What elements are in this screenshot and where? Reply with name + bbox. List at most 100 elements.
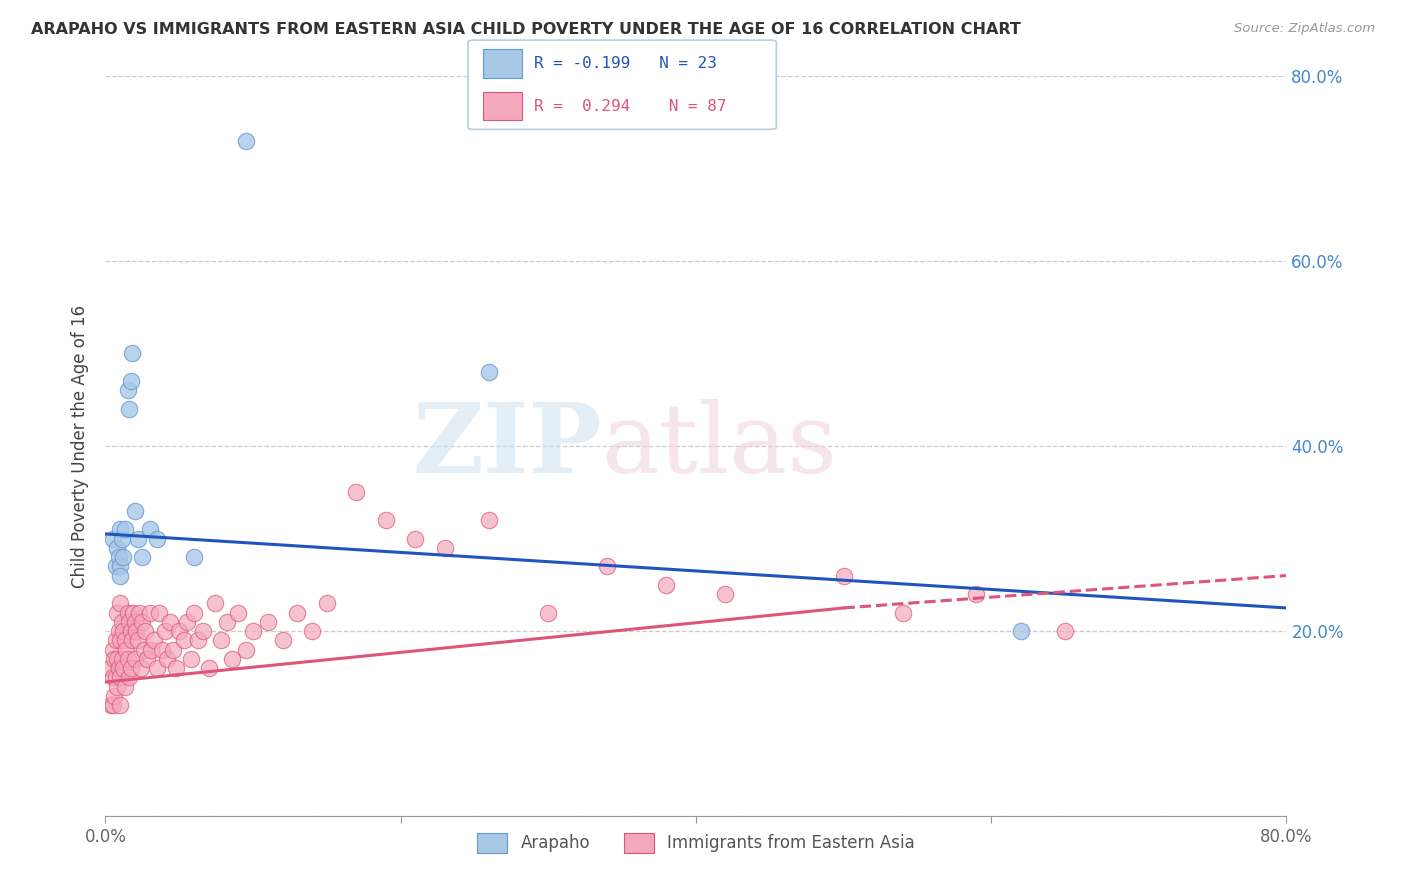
Point — [315, 596, 337, 610]
Point — [1054, 624, 1077, 639]
Point — [110, 670, 132, 684]
Point — [187, 633, 209, 648]
Bar — [484, 49, 523, 78]
Point — [101, 670, 124, 684]
Point — [135, 652, 157, 666]
Point — [111, 652, 134, 666]
Point — [197, 661, 219, 675]
Point — [132, 642, 155, 657]
Point — [221, 652, 243, 666]
Point — [111, 532, 134, 546]
Point — [104, 633, 127, 648]
Point — [120, 661, 142, 675]
Point — [103, 689, 125, 703]
Point — [191, 624, 214, 639]
Point — [235, 134, 257, 148]
Point — [714, 587, 737, 601]
Text: R = -0.199   N = 23: R = -0.199 N = 23 — [534, 56, 717, 70]
Bar — [484, 92, 523, 120]
Point — [110, 522, 132, 536]
Point — [124, 615, 146, 629]
Point — [104, 559, 127, 574]
Point — [107, 624, 129, 639]
Point — [165, 661, 187, 675]
Point — [183, 549, 205, 565]
Point — [655, 578, 678, 592]
Point — [120, 624, 142, 639]
Point — [110, 568, 132, 582]
Point — [122, 606, 145, 620]
Point — [118, 401, 141, 416]
Y-axis label: Child Poverty Under the Age of 16: Child Poverty Under the Age of 16 — [72, 304, 90, 588]
Point — [162, 642, 184, 657]
Point — [98, 661, 121, 675]
FancyBboxPatch shape — [468, 40, 776, 129]
Point — [173, 633, 195, 648]
Point — [110, 633, 132, 648]
Point — [433, 541, 456, 555]
Point — [141, 642, 163, 657]
Point — [100, 698, 122, 712]
Point — [143, 633, 166, 648]
Point — [114, 522, 136, 536]
Point — [124, 652, 146, 666]
Point — [129, 661, 152, 675]
Point — [112, 661, 135, 675]
Point — [478, 365, 501, 379]
Point — [120, 374, 142, 388]
Point — [596, 559, 619, 574]
Point — [242, 624, 264, 639]
Point — [346, 485, 368, 500]
Point — [271, 633, 294, 648]
Point — [101, 642, 124, 657]
Point — [1010, 624, 1032, 639]
Point — [115, 642, 138, 657]
Point — [112, 624, 135, 639]
Point — [832, 568, 855, 582]
Point — [105, 606, 128, 620]
Point — [101, 532, 124, 546]
Point — [117, 384, 139, 398]
Point — [159, 615, 181, 629]
Point — [176, 615, 198, 629]
Point — [127, 532, 149, 546]
Point — [128, 606, 150, 620]
Point — [105, 652, 128, 666]
Point — [148, 606, 170, 620]
Point — [478, 513, 501, 527]
Point — [121, 346, 143, 360]
Point — [118, 670, 141, 684]
Point — [235, 642, 257, 657]
Point — [112, 549, 135, 565]
Point — [124, 504, 146, 518]
Point — [127, 633, 149, 648]
Point — [131, 615, 153, 629]
Point — [110, 596, 132, 610]
Point — [111, 615, 134, 629]
Point — [138, 606, 162, 620]
Point — [114, 633, 136, 648]
Legend: Arapaho, Immigrants from Eastern Asia: Arapaho, Immigrants from Eastern Asia — [471, 826, 921, 860]
Point — [153, 624, 176, 639]
Point — [121, 633, 143, 648]
Point — [891, 606, 914, 620]
Point — [209, 633, 232, 648]
Point — [180, 652, 202, 666]
Point — [138, 522, 162, 536]
Point — [169, 624, 191, 639]
Point — [110, 559, 132, 574]
Point — [134, 624, 156, 639]
Text: ARAPAHO VS IMMIGRANTS FROM EASTERN ASIA CHILD POVERTY UNDER THE AGE OF 16 CORREL: ARAPAHO VS IMMIGRANTS FROM EASTERN ASIA … — [31, 22, 1021, 37]
Text: R =  0.294    N = 87: R = 0.294 N = 87 — [534, 99, 727, 113]
Point — [537, 606, 560, 620]
Point — [405, 532, 427, 546]
Point — [131, 549, 153, 565]
Point — [150, 642, 173, 657]
Point — [118, 615, 141, 629]
Point — [104, 670, 127, 684]
Point — [103, 652, 125, 666]
Point — [156, 652, 179, 666]
Point — [301, 624, 323, 639]
Point — [117, 652, 139, 666]
Point — [107, 549, 129, 565]
